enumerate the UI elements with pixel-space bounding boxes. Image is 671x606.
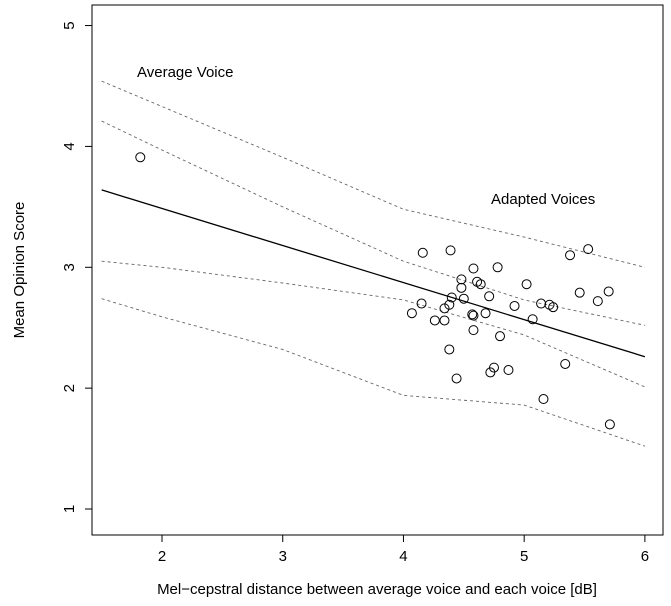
point [509, 300, 520, 311]
point [521, 279, 532, 290]
x-tick-label: 6 [641, 548, 649, 565]
point [503, 365, 514, 376]
point [603, 286, 614, 297]
y-tick-label: 5 [61, 21, 78, 29]
x-tick-label: 5 [520, 548, 528, 565]
point [468, 325, 479, 336]
point [495, 331, 506, 342]
regression-line [101, 189, 646, 358]
plot-frame [91, 4, 664, 536]
y-tick-label: 2 [61, 384, 78, 392]
annotation: Adapted Voices [491, 191, 595, 208]
point [485, 367, 496, 378]
point [439, 303, 450, 314]
point [451, 373, 462, 384]
point [467, 309, 478, 320]
point [446, 292, 457, 303]
point [456, 282, 467, 293]
point [592, 296, 603, 307]
point [456, 274, 467, 285]
point [480, 308, 491, 319]
y-tick-label: 4 [61, 142, 78, 150]
point [417, 247, 428, 258]
point [538, 394, 549, 405]
point [548, 302, 559, 313]
point [406, 308, 417, 319]
y-tick-label: 3 [61, 263, 78, 271]
point [492, 262, 503, 273]
x-axis-label: Mel−cepstral distance between average vo… [157, 581, 597, 598]
x-tick-label: 3 [279, 548, 287, 565]
band-line [101, 298, 646, 447]
point [445, 245, 456, 256]
annotation: Average Voice [137, 64, 233, 81]
point [574, 287, 585, 298]
point [484, 291, 495, 302]
point [468, 263, 479, 274]
y-axis-label: Mean Opinion Score [11, 202, 28, 339]
point [468, 310, 479, 321]
point [429, 315, 440, 326]
band-line [101, 80, 646, 268]
point [444, 344, 455, 355]
point [560, 358, 571, 369]
y-tick-label: 1 [61, 505, 78, 513]
band-line [101, 260, 646, 388]
point [439, 315, 450, 326]
point [135, 152, 146, 163]
point [565, 250, 576, 261]
point [604, 419, 615, 430]
point [527, 314, 538, 325]
point [475, 279, 486, 290]
point [583, 244, 594, 255]
x-tick-label: 4 [399, 548, 407, 565]
point [416, 298, 427, 309]
band-line [101, 120, 645, 326]
point [458, 293, 469, 304]
x-tick-label: 2 [158, 548, 166, 565]
